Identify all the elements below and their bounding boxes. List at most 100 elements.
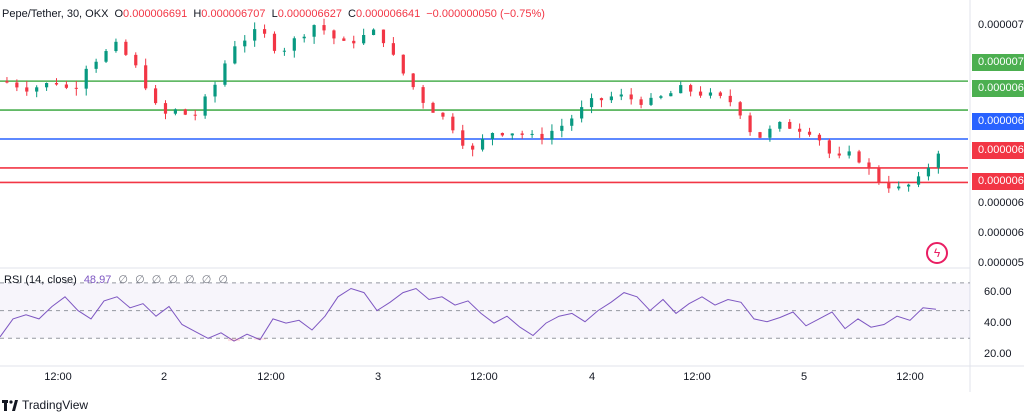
change-value: −0.000000050 (−0.75%) [426, 8, 545, 20]
rsi-oversold-fill [254, 338, 266, 340]
rsi-placeholder: ∅ [135, 274, 145, 286]
rsi-placeholder: ∅ [201, 274, 212, 286]
candle-down [798, 128, 802, 132]
rsi-title[interactable]: RSI (14, close) [4, 274, 77, 286]
price-legend: Pepe/Tether, 30, OKX O0.000006691 H 0.000… [2, 8, 548, 20]
close-value: 0.000006641 [355, 8, 421, 20]
candle-up [302, 36, 306, 39]
candle-up [560, 125, 564, 131]
candle-up [203, 96, 207, 116]
candle-up [233, 46, 237, 64]
candle-up [35, 87, 39, 92]
candle-up [649, 97, 653, 105]
candle-down [25, 87, 29, 92]
candle-down [748, 115, 752, 133]
rsi-legend: RSI (14, close) 48.97 ∅ ∅ ∅ ∅ ∅ ∅ ∅ [4, 273, 232, 286]
candle-down [54, 83, 59, 85]
candle-up [104, 51, 108, 62]
symbol-label[interactable]: Pepe/Tether, 30, OKX [2, 8, 109, 20]
candle-up [679, 85, 683, 94]
rsi-axis-label: 60.00 [984, 286, 1012, 298]
time-axis-label: 12:00 [683, 371, 711, 383]
candle-up [84, 68, 88, 89]
rsi-placeholder: ∅ [185, 274, 195, 286]
candle-down [827, 140, 831, 154]
rsi-line [0, 287, 937, 342]
candle-down [758, 132, 762, 138]
candle-up [292, 38, 296, 51]
candle-up [619, 94, 623, 97]
candle-up [847, 151, 851, 156]
price-axis-label: 0.0000074 [978, 19, 1024, 31]
candle-down [718, 92, 722, 96]
candle-up [173, 109, 177, 114]
resistance-price-tag: 0.0000071 [972, 54, 1024, 71]
candle-down [689, 85, 693, 92]
candle-down [342, 38, 346, 41]
candle-up [312, 25, 316, 37]
rsi-axis-label: 40.00 [984, 317, 1012, 329]
candle-up [550, 130, 554, 140]
candle-down [698, 91, 703, 96]
candle-down [322, 25, 326, 31]
candle-down [421, 87, 425, 103]
rsi-axis-label: 20.00 [984, 348, 1012, 360]
candle-down [451, 116, 455, 131]
candle-down [817, 134, 822, 141]
candle-up [213, 84, 217, 97]
tradingview-logo[interactable]: TradingView [2, 398, 88, 412]
rsi-placeholder: ∅ [168, 274, 178, 286]
candle-down [807, 131, 812, 135]
candle-down [262, 29, 267, 34]
candle-up [243, 40, 247, 47]
candle-down [64, 84, 69, 88]
candle-down [134, 54, 138, 66]
brand-name: TradingView [22, 398, 89, 412]
candle-down [461, 130, 465, 146]
rsi-oversold-fill [228, 338, 240, 342]
tradingview-logo-icon [2, 399, 18, 411]
candle-up [589, 98, 594, 108]
candle-down [629, 94, 633, 100]
candle-down [837, 153, 841, 156]
candle-up [282, 50, 286, 52]
candle-up [708, 92, 713, 96]
candle-up [114, 41, 118, 52]
candle-down [15, 82, 19, 88]
candle-up [907, 184, 911, 187]
candle-down [352, 40, 356, 44]
time-axis-label: 5 [800, 371, 808, 383]
open-label: O [114, 8, 124, 20]
candle-up [609, 96, 613, 101]
high-label: H [193, 8, 202, 20]
candle-down [163, 103, 168, 114]
candle-down [599, 98, 604, 101]
low-label: L [271, 8, 278, 20]
candle-up [530, 133, 534, 135]
lightning-icon[interactable]: ϟ [926, 242, 948, 264]
candle-down [431, 102, 435, 113]
open-value: 0.000006691 [123, 8, 188, 20]
candle-up [580, 107, 584, 119]
candle-up [490, 132, 495, 139]
rsi-value: 48.97 [83, 274, 112, 286]
candle-down [500, 132, 504, 136]
time-axis-label: 12:00 [257, 371, 285, 383]
candle-down [332, 30, 336, 39]
candle-down [411, 73, 415, 88]
candle-up [223, 63, 227, 85]
candle-down [441, 112, 445, 117]
support-price-tag: 0.0000065 [972, 142, 1024, 159]
candle-down [520, 133, 524, 135]
candle-up [778, 121, 782, 129]
candle-up [44, 83, 49, 88]
candle-down [272, 33, 277, 51]
candle-down [153, 88, 158, 104]
price-axis-label: 0.0000058 [978, 257, 1024, 269]
candle-down [5, 81, 9, 83]
candle-up [936, 153, 940, 168]
time-axis-label: 2 [160, 371, 168, 383]
rsi-placeholder: ∅ [151, 274, 162, 286]
